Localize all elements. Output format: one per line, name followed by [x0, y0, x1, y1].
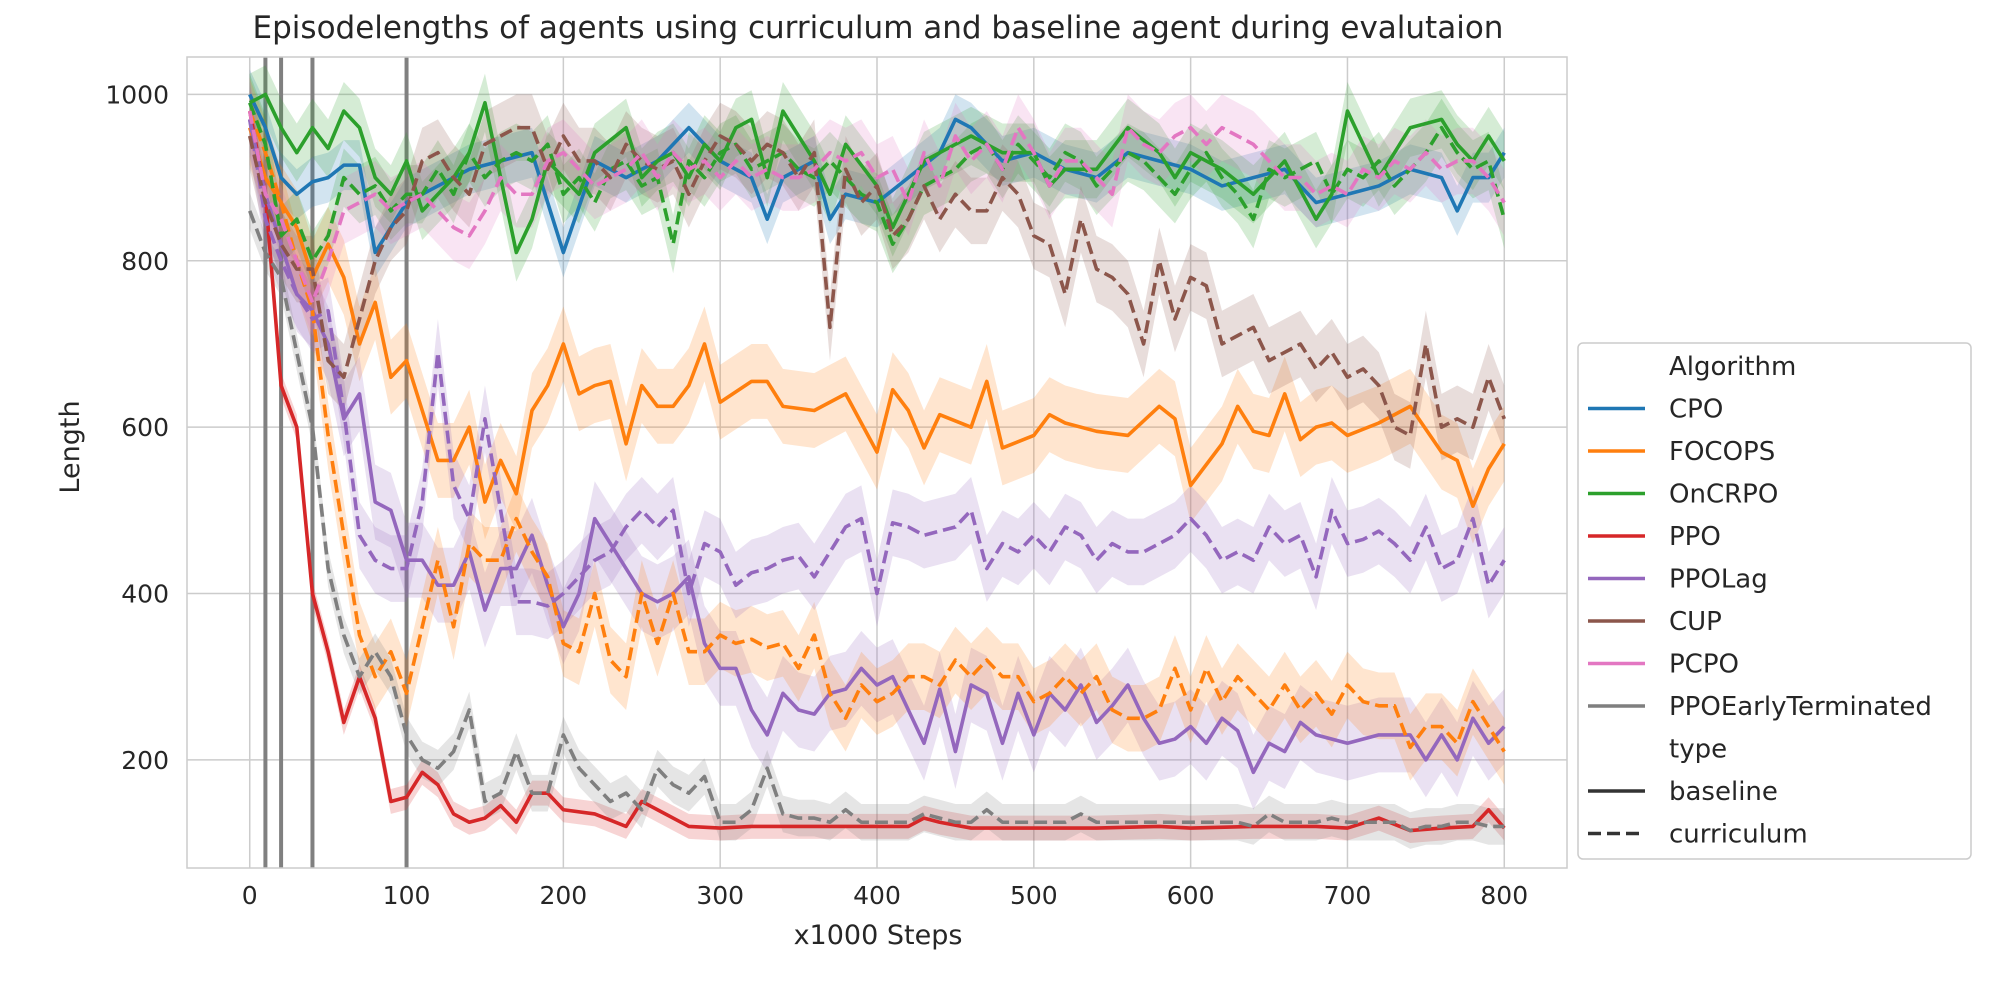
x-tick-label: 800 [1480, 881, 1528, 910]
y-tick-label: 600 [121, 413, 169, 442]
series-line-cpo-baseline [248, 93, 1506, 255]
x-tick-label: 300 [696, 881, 744, 910]
confidence-band-focops-curriculum [249, 77, 1505, 785]
series-line-oncrpo-curriculum [248, 102, 1507, 263]
y-tick-label: 400 [121, 580, 169, 609]
series-line-pcpo-curriculum [247, 110, 1506, 305]
confidence-band-oncrpo-baseline [249, 65, 1505, 282]
x-tick-label: 0 [242, 881, 258, 910]
series-line-focops-curriculum [248, 110, 1506, 753]
grid [187, 57, 1567, 868]
x-tick-label: 400 [853, 881, 901, 910]
legend-entry: CPO [1669, 395, 1723, 425]
series-line-ppolag-curriculum [247, 119, 1506, 608]
legend-entry: PPOEarlyTerminated [1669, 692, 1932, 722]
series-line-ppoearlyterminated-curriculum [248, 210, 1505, 833]
legend-entry: FOCOPS [1669, 437, 1775, 467]
x-axis-ticks: 0 100 200 300 400 500 600 700 800 [242, 881, 1528, 910]
y-tick-label: 1000 [105, 80, 169, 109]
confidence-band-oncrpo-curriculum [249, 73, 1505, 290]
x-axis-label: x1000 Steps [794, 920, 963, 951]
y-axis-ticks: 200 400 600 800 1000 [105, 80, 169, 774]
y-axis-label: Length [55, 400, 86, 493]
legend-entry: PCPO [1669, 650, 1739, 680]
series-line-ppolag-baseline [247, 119, 1506, 775]
legend-entry: curriculum [1669, 820, 1808, 850]
chart-title: Episodelengths of agents using curriculu… [253, 10, 1504, 46]
series-line-focops-baseline [248, 127, 1506, 508]
series-line-cup-curriculum [247, 125, 1506, 438]
legend-title: type [1669, 735, 1727, 765]
y-tick-label: 800 [121, 247, 169, 276]
y-tick-label: 200 [121, 746, 169, 775]
legend-title: Algorithm [1669, 352, 1796, 382]
series-line-oncrpo-baseline [248, 92, 1506, 255]
x-tick-label: 500 [1010, 881, 1058, 910]
legend-entry: CUP [1669, 607, 1722, 637]
series-line-ppo-baseline [247, 110, 1506, 833]
series-lines [247, 92, 1507, 833]
x-tick-label: 700 [1324, 881, 1372, 910]
legend: Algorithm CPO FOCOPS OnCRPO PPO PPOLag CUP PCPO… [1577, 342, 1972, 860]
confidence-band-cup-curriculum [249, 94, 1505, 469]
x-tick-label: 100 [383, 881, 431, 910]
x-tick-label: 600 [1167, 881, 1215, 910]
x-tick-label: 200 [540, 881, 588, 910]
plot-area [186, 56, 1568, 869]
legend-entry: OnCRPO [1669, 480, 1778, 510]
legend-entry: PPOLag [1669, 565, 1768, 595]
legend-box [1577, 342, 1972, 860]
confidence-band-ppolag-curriculum [249, 86, 1505, 640]
legend-entry: PPO [1669, 522, 1721, 552]
legend-entry: baseline [1669, 777, 1778, 807]
